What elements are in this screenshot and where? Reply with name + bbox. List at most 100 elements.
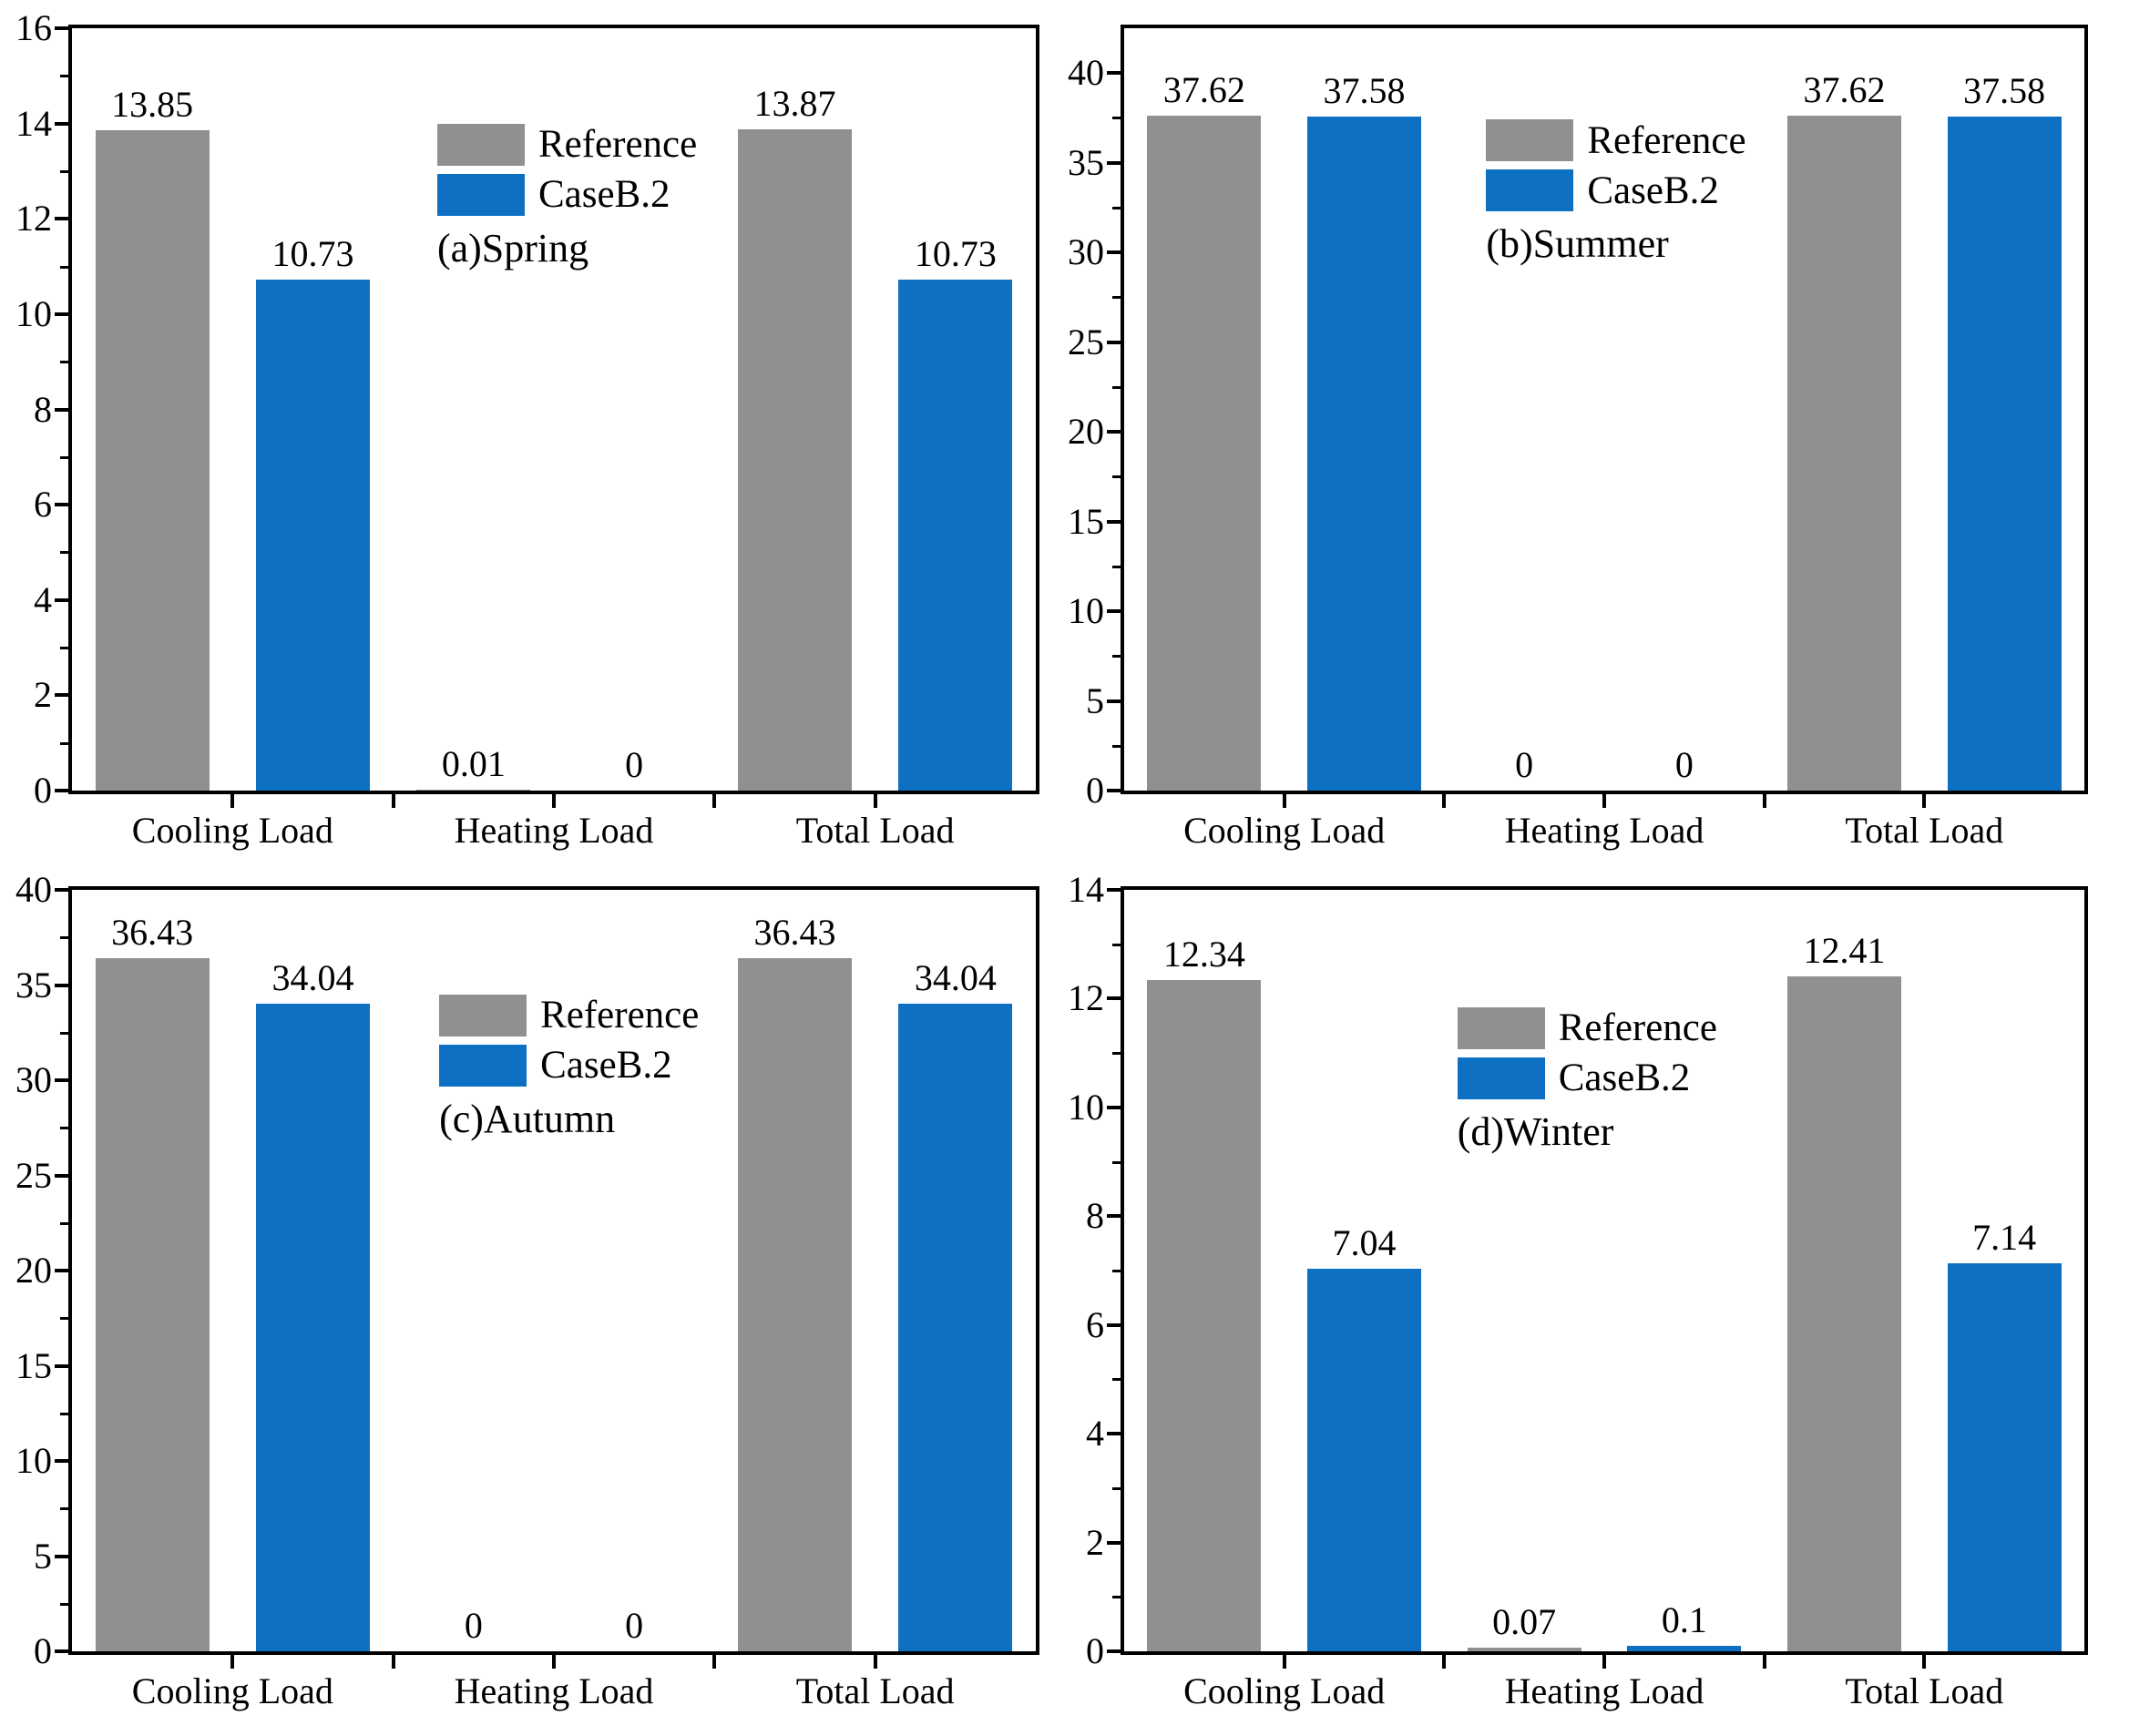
y-major-tick: [55, 1459, 68, 1463]
y-major-tick: [55, 983, 68, 987]
legend-swatch-caseb2: [1486, 169, 1574, 212]
y-minor-tick: [60, 75, 68, 78]
x-axis-tick: [712, 1655, 717, 1669]
bar-caseb2-2: [898, 1003, 1013, 1651]
legend: Reference CaseB.2 (d)Winter: [1457, 1006, 1717, 1154]
subplot-b-summer: 0 5 10 15 20 25 30 35 40 Cooling Load Heating Load…: [1064, 0, 2128, 868]
x-category-label: Total Load: [1845, 1670, 2004, 1711]
legend-row: Reference: [1486, 118, 1746, 162]
y-minor-tick: [1112, 117, 1121, 120]
y-tick-label: 6: [1086, 1303, 1104, 1345]
legend-label: Reference: [1587, 118, 1746, 162]
bar-value-label: 34.04: [271, 956, 354, 998]
y-tick-label: 10: [15, 1440, 52, 1481]
y-major-tick: [1107, 699, 1121, 703]
x-axis-tick: [1922, 1655, 1927, 1669]
y-major-tick: [55, 789, 68, 792]
y-major-tick: [55, 311, 68, 316]
x-category-label: Cooling Load: [131, 1670, 333, 1711]
y-tick-label: 15: [15, 1344, 52, 1386]
y-tick-label: 0: [34, 770, 52, 811]
y-minor-tick: [1112, 296, 1121, 300]
subplot-tag: (a)Spring: [436, 225, 589, 271]
y-major-tick: [55, 597, 68, 602]
legend: Reference CaseB.2 (c)Autumn: [439, 994, 699, 1139]
y-major-tick: [1107, 1214, 1121, 1219]
bar-reference-2: [1787, 116, 1901, 791]
bar-value-label: 0: [1674, 744, 1694, 785]
y-tick-label: 10: [15, 292, 52, 334]
y-major-tick: [1107, 519, 1121, 524]
subplot-tag: (d)Winter: [1457, 1108, 1614, 1154]
y-major-tick: [1107, 71, 1121, 76]
bar-caseb2-0: [1307, 1268, 1421, 1651]
y-major-tick: [1107, 1649, 1121, 1653]
subplot-tag: (b)Summer: [1486, 221, 1669, 267]
x-category-label: Total Load: [795, 1670, 955, 1711]
y-tick-label: 25: [15, 1154, 52, 1196]
x-axis-tick: [230, 794, 235, 808]
bar-value-label: 10.73: [271, 232, 354, 274]
y-major-tick: [1107, 609, 1121, 614]
y-major-tick: [55, 26, 68, 30]
y-major-tick: [55, 1363, 68, 1368]
x-axis-tick: [391, 1655, 395, 1669]
bar-reference-1: [416, 790, 531, 791]
x-category-label: Total Load: [795, 810, 955, 851]
y-tick-label: 0: [34, 1630, 52, 1671]
y-major-tick: [1107, 1540, 1121, 1545]
y-tick-label: 35: [15, 964, 52, 1006]
bar-value-label: 36.43: [111, 911, 194, 953]
legend-label: CaseB.2: [1587, 168, 1719, 212]
bar-value-label: 0: [1515, 744, 1534, 785]
y-tick-label: 8: [1086, 1195, 1104, 1237]
y-tick-label: 16: [15, 7, 52, 48]
y-minor-tick: [60, 169, 68, 173]
y-major-tick: [1107, 888, 1121, 892]
y-major-tick: [55, 1554, 68, 1558]
y-major-tick: [55, 1649, 68, 1653]
x-category-label: Cooling Load: [1183, 810, 1386, 851]
y-tick-label: 10: [1068, 590, 1104, 632]
x-axis-tick: [552, 794, 556, 808]
plot-area-c: 0 5 10 15 20 25 30 35 40 Cooling Load Heating Load…: [15, 872, 1039, 1710]
x-axis-tick: [1282, 1655, 1286, 1669]
y-tick-label: 15: [1068, 500, 1104, 542]
y-tick-label: 14: [15, 102, 52, 144]
y-major-tick: [55, 121, 68, 126]
legend-swatch-reference: [1486, 119, 1574, 162]
y-major-tick: [55, 888, 68, 892]
legend-label: Reference: [1558, 1006, 1717, 1050]
x-axis-tick: [1762, 1655, 1766, 1669]
y-minor-tick: [60, 647, 68, 650]
y-minor-tick: [60, 361, 68, 364]
y-tick-label: 5: [34, 1535, 52, 1577]
bar-value-label: 7.14: [1972, 1216, 2037, 1258]
legend-label: CaseB.2: [540, 1044, 672, 1088]
x-category-label: Cooling Load: [131, 810, 333, 851]
y-tick-label: 14: [1068, 869, 1104, 910]
bar-value-label: 37.58: [1963, 69, 2046, 111]
bar-reference-0: [1147, 116, 1262, 791]
y-major-tick: [1107, 340, 1121, 344]
legend-row: Reference: [439, 994, 699, 1036]
subplot-d-winter: 0 2 4 6 8 10 12 14 Cooling Load Heating Load Total…: [1064, 868, 2128, 1736]
bar-caseb2-2: [1947, 1262, 2062, 1651]
bar-value-label: 37.62: [1162, 69, 1245, 111]
y-tick-label: 8: [34, 388, 52, 430]
legend-row: Reference: [1457, 1006, 1717, 1050]
y-minor-tick: [1112, 1270, 1121, 1272]
y-major-tick: [1107, 789, 1121, 792]
bar-value-label: 10.73: [914, 232, 997, 274]
y-tick-label: 30: [1068, 231, 1104, 273]
bar-reference-2: [1787, 975, 1901, 1651]
y-tick-label: 25: [1068, 321, 1104, 363]
legend-row: Reference: [436, 123, 697, 166]
y-minor-tick: [60, 265, 68, 269]
y-tick-label: 0: [1086, 1630, 1104, 1671]
y-tick-label: 6: [34, 484, 52, 526]
y-major-tick: [1107, 1432, 1121, 1436]
y-minor-tick: [60, 741, 68, 745]
legend-swatch-caseb2: [1457, 1057, 1545, 1099]
y-major-tick: [1107, 1105, 1121, 1109]
